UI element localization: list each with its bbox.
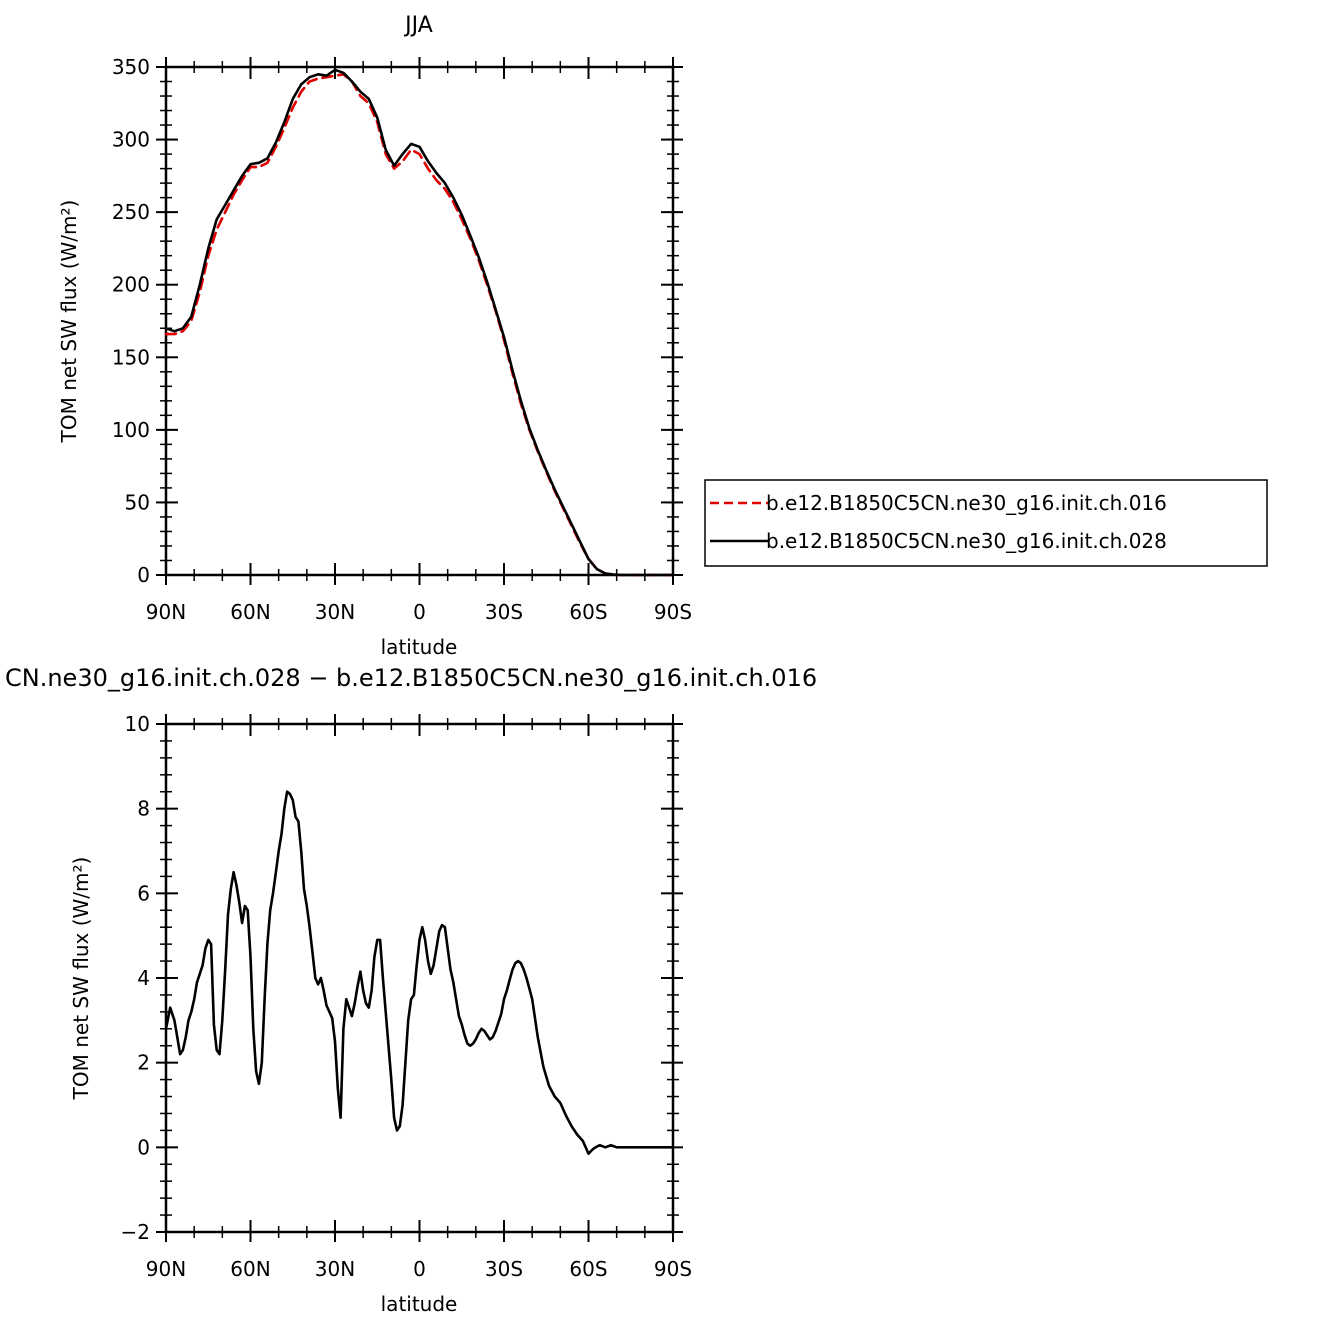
bottom-ytick-label: 6 — [137, 881, 150, 905]
bottom-ytick-label: 4 — [137, 966, 150, 990]
top-xtick-label: 90S — [654, 600, 692, 624]
bottom-ytick-label: 10 — [125, 712, 150, 736]
bottom-ticks: 90N 60N 30N 0 30S 60S 90S −2 0 2 4 6 8 10 — [121, 712, 693, 1281]
top-xtick-label: 60N — [230, 600, 270, 624]
bottom-ytick-label: 8 — [137, 797, 150, 821]
top-panel: JJA 90N 60N 30N 0 30S 60S 90S 0 50 100 150 200 250 30… — [57, 13, 692, 659]
top-ytick-label: 150 — [112, 345, 150, 369]
bottom-series-line-0 — [164, 790, 675, 1155]
bottom-panel: CN.ne30_g16.init.ch.028 − b.e12.B1850C5C… — [5, 664, 817, 1316]
top-xlabel: latitude — [381, 635, 458, 659]
bottom-xtick-label: 90S — [654, 1257, 692, 1281]
top-title: JJA — [403, 13, 433, 38]
top-plot-frame — [164, 65, 675, 577]
bottom-ytick-label: 2 — [137, 1051, 150, 1075]
bottom-series — [164, 790, 675, 1155]
top-ytick-label: 200 — [112, 273, 150, 297]
legend-box — [704, 479, 1268, 567]
top-ticks: 90N 60N 30N 0 30S 60S 90S 0 50 100 150 200 250 300 350 — [112, 55, 692, 624]
bottom-xtick-label: 30N — [315, 1257, 355, 1281]
top-ytick-label: 0 — [137, 563, 150, 587]
top-ytick-label: 250 — [112, 200, 150, 224]
bottom-xtick-label: 30S — [485, 1257, 523, 1281]
top-ytick-label: 50 — [125, 490, 150, 514]
top-series-line-0 — [164, 73, 675, 577]
top-ytick-label: 300 — [112, 128, 150, 152]
top-xtick-label: 30N — [315, 600, 355, 624]
top-xtick-label: 0 — [413, 600, 426, 624]
bottom-ytick-label: 0 — [137, 1135, 150, 1159]
top-series — [164, 68, 675, 577]
top-ylabel: TOM net SW flux (W/m²) — [57, 200, 81, 444]
legend-label-028: b.e12.B1850C5CN.ne30_g16.init.ch.028 — [766, 529, 1167, 553]
bottom-xtick-label: 90N — [146, 1257, 186, 1281]
top-series-line-1 — [164, 68, 675, 577]
bottom-ytick-label: −2 — [121, 1220, 150, 1244]
bottom-xlabel: latitude — [381, 1292, 458, 1316]
top-xtick-label: 30S — [485, 600, 523, 624]
legend-label-016: b.e12.B1850C5CN.ne30_g16.init.ch.016 — [766, 491, 1167, 515]
bottom-xtick-label: 60S — [569, 1257, 607, 1281]
bottom-ylabel: TOM net SW flux (W/m²) — [69, 857, 93, 1101]
top-ytick-label: 100 — [112, 418, 150, 442]
legend: b.e12.B1850C5CN.ne30_g16.init.ch.016 b.e… — [704, 479, 1268, 567]
bottom-title: CN.ne30_g16.init.ch.028 − b.e12.B1850C5C… — [5, 664, 817, 692]
bottom-xtick-label: 60N — [230, 1257, 270, 1281]
top-ytick-label: 350 — [112, 55, 150, 79]
top-xtick-label: 60S — [569, 600, 607, 624]
bottom-xtick-label: 0 — [413, 1257, 426, 1281]
top-xtick-label: 90N — [146, 600, 186, 624]
bottom-plot-frame — [164, 722, 675, 1234]
